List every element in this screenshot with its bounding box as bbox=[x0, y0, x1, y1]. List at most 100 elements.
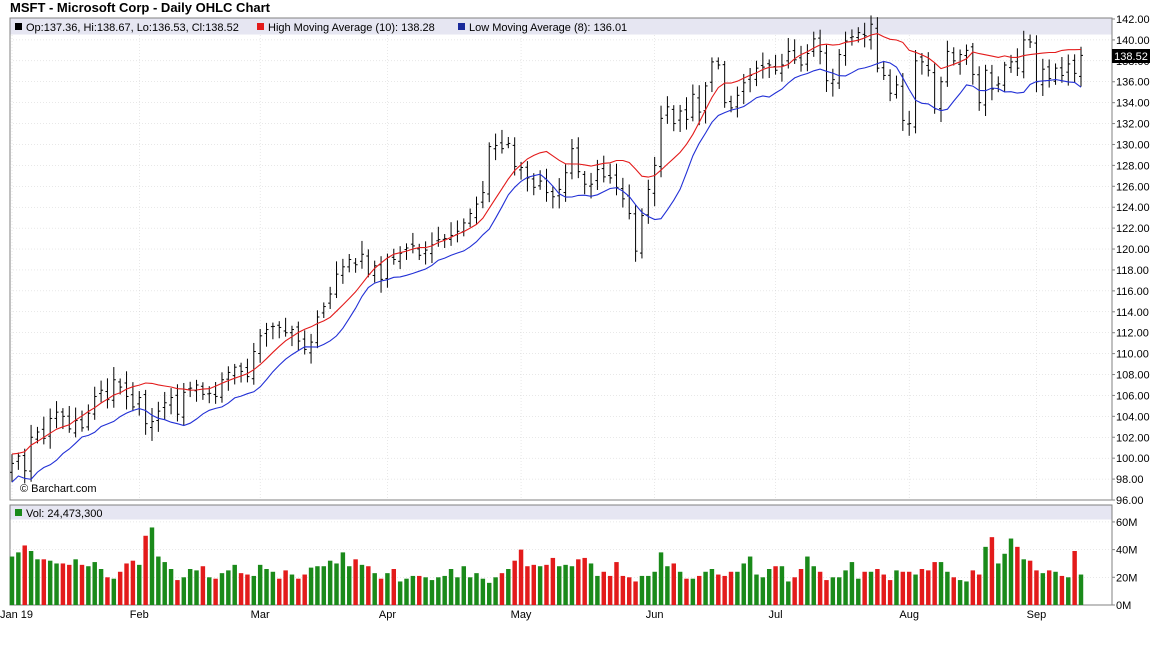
x-tick-label: Apr bbox=[379, 609, 396, 621]
ohlc-bar bbox=[1066, 54, 1071, 86]
ohlc-bar bbox=[328, 286, 333, 310]
volume-bar bbox=[1002, 553, 1007, 605]
ohlc-bar bbox=[837, 49, 842, 89]
price-legend: Op:137.36, Hi:138.67, Lo:136.53, Cl:138.… bbox=[15, 22, 627, 34]
volume-bar bbox=[970, 570, 976, 605]
ohlc-bar bbox=[799, 45, 804, 72]
price-tick-label: 106.00 bbox=[1116, 390, 1150, 402]
ohlc-bar bbox=[474, 196, 479, 224]
volume-bar bbox=[245, 574, 250, 605]
ohlc-bar bbox=[353, 258, 358, 273]
volume-bar bbox=[194, 570, 199, 605]
volume-bar bbox=[168, 569, 174, 605]
volume-bar bbox=[913, 574, 918, 605]
volume-bar bbox=[22, 545, 27, 605]
volume-bar bbox=[289, 574, 295, 605]
ohlc-bar bbox=[665, 96, 670, 124]
volume-bar bbox=[175, 580, 180, 605]
volume-bar bbox=[728, 571, 734, 605]
ohlc-bar bbox=[54, 401, 59, 429]
volume-bar bbox=[105, 577, 110, 605]
volume-bar bbox=[277, 578, 282, 605]
ohlc-bar bbox=[423, 241, 428, 265]
volume-bar bbox=[843, 570, 848, 605]
ohlc-bar bbox=[270, 322, 275, 340]
volume-bar bbox=[563, 564, 568, 605]
volume-bar bbox=[156, 556, 161, 605]
ohlc-bar bbox=[124, 371, 129, 410]
ohlc-bar bbox=[175, 384, 180, 422]
volume-bar bbox=[620, 575, 626, 605]
ohlc-bar bbox=[671, 105, 676, 132]
volume-bar bbox=[308, 567, 314, 605]
volume-bar bbox=[786, 581, 791, 605]
volume-bar bbox=[455, 577, 460, 605]
volume-bar bbox=[1078, 574, 1084, 605]
volume-bar bbox=[652, 571, 657, 605]
volume-bar bbox=[550, 557, 556, 605]
volume-bar bbox=[836, 577, 842, 605]
volume-tick-label: 60M bbox=[1116, 517, 1137, 529]
volume-bar bbox=[1015, 546, 1020, 605]
ohlc-bar bbox=[964, 44, 969, 65]
volume-bar bbox=[487, 582, 492, 605]
volume-bar bbox=[957, 580, 963, 605]
low-moving-average-line bbox=[11, 60, 1082, 483]
ohlc-bar bbox=[792, 39, 797, 64]
price-tick-label: 132.00 bbox=[1116, 119, 1150, 131]
ohlc-bar bbox=[391, 248, 396, 265]
ohlc-bar bbox=[226, 366, 231, 391]
ohlc-bar bbox=[277, 321, 282, 339]
volume-bar bbox=[270, 571, 276, 605]
volume-bar bbox=[614, 562, 619, 605]
ohlc-bar bbox=[410, 232, 415, 254]
x-tick-label: May bbox=[511, 609, 532, 621]
volume-bar bbox=[79, 564, 85, 605]
ohlc-bar bbox=[1053, 63, 1058, 85]
volume-bar bbox=[945, 571, 950, 605]
ohlc-bar bbox=[563, 164, 568, 202]
volume-bar bbox=[73, 559, 78, 605]
volume-bar bbox=[493, 577, 498, 605]
price-tick-label: 140.00 bbox=[1116, 35, 1150, 47]
ohlc-bar bbox=[754, 60, 759, 87]
ohlc-bar bbox=[1028, 34, 1033, 48]
volume-bar bbox=[200, 566, 206, 605]
volume-bar bbox=[423, 577, 428, 605]
high-ma-legend-swatch bbox=[257, 23, 264, 30]
volume-bar bbox=[531, 564, 537, 605]
volume-bar bbox=[1046, 570, 1052, 605]
volume-bar bbox=[41, 559, 47, 605]
volume-bar bbox=[461, 566, 467, 605]
volume-bar bbox=[862, 571, 867, 605]
ohlc-bar bbox=[913, 50, 918, 134]
x-tick-label: Jul bbox=[769, 609, 783, 621]
volume-bar bbox=[334, 563, 339, 605]
ohlc-bar bbox=[334, 261, 339, 299]
chart-title: MSFT - Microsoft Corp - Daily OHLC Chart bbox=[10, 0, 270, 15]
ohlc-bar bbox=[436, 226, 441, 247]
ohlc-bar bbox=[659, 105, 664, 178]
volume-bar bbox=[467, 577, 473, 605]
ohlc-bar bbox=[1009, 54, 1014, 73]
volume-legend-bar bbox=[10, 505, 1112, 520]
volume-bar bbox=[1059, 575, 1065, 605]
volume-bar bbox=[919, 569, 925, 605]
volume-bar bbox=[67, 564, 72, 605]
volume-bar bbox=[607, 575, 613, 605]
volume-bar bbox=[582, 557, 587, 605]
volume-bar bbox=[983, 546, 988, 605]
ohlc-bar bbox=[601, 155, 606, 183]
ohlc-bar bbox=[10, 454, 14, 483]
ohlc-bar bbox=[1047, 59, 1052, 88]
ohlc-bar bbox=[258, 328, 263, 363]
ohlc-bar bbox=[92, 386, 97, 420]
volume-bar bbox=[28, 551, 34, 605]
volume-bar bbox=[429, 580, 435, 605]
x-tick-label: Sep bbox=[1027, 609, 1047, 621]
volume-bar bbox=[1034, 570, 1039, 605]
price-tick-label: 102.00 bbox=[1116, 432, 1150, 444]
ohlc-bar bbox=[729, 95, 734, 113]
ohlc-bar bbox=[245, 358, 250, 383]
ohlc-bar bbox=[111, 367, 116, 408]
